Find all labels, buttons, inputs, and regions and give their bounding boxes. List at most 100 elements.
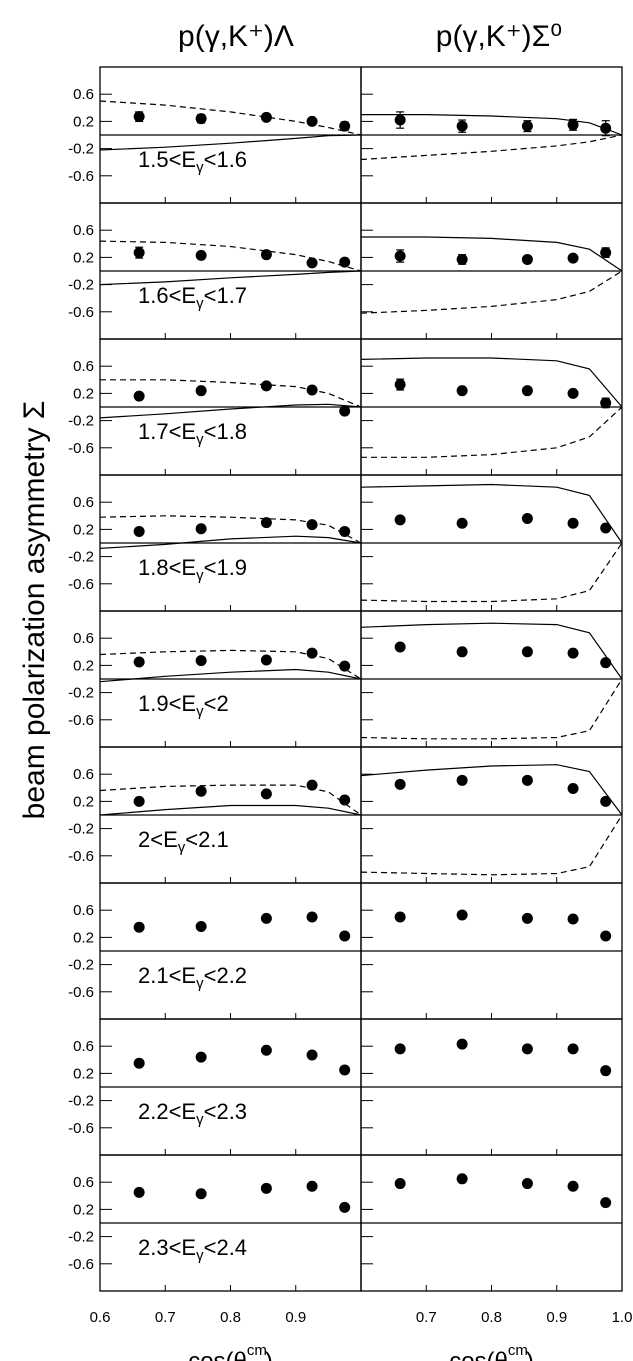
x-tick-label: 0.8: [220, 1309, 241, 1326]
data-point-lambda: [133, 656, 145, 668]
model-curve-solid: [361, 114, 623, 136]
data-point-sigma: [521, 385, 533, 397]
data-point-lambda: [339, 930, 351, 942]
data-point-sigma: [456, 909, 468, 921]
data-point-lambda: [306, 779, 318, 791]
y-tick-label: 0.6: [73, 358, 94, 375]
y-tick-label: -0.2: [68, 957, 94, 974]
data-point-lambda: [306, 384, 318, 396]
data-point-lambda: [260, 1182, 272, 1194]
data-point-lambda: [260, 380, 272, 392]
data-point-lambda: [339, 794, 351, 806]
data-point-lambda: [260, 788, 272, 800]
data-point-sigma: [600, 122, 612, 134]
y-tick-label: -0.2: [68, 685, 94, 702]
panel-row-7: 0.6 0.2 -0.2 -0.6 2.1<Eγ<2.2: [68, 882, 623, 1020]
data-point-sigma: [600, 247, 612, 259]
data-point-lambda: [133, 1186, 145, 1198]
data-point-lambda: [306, 257, 318, 269]
x-tick-label: 0.9: [285, 1309, 306, 1326]
data-point-sigma: [567, 252, 579, 264]
column-title-sigma: p(γ,K⁺)Σ⁰: [436, 20, 562, 53]
x-tick-label: 0.9: [546, 1309, 567, 1326]
data-point-sigma: [600, 1065, 612, 1077]
data-point-sigma: [600, 930, 612, 942]
data-point-sigma: [394, 514, 406, 526]
data-point-sigma: [600, 795, 612, 807]
data-point-lambda: [133, 247, 145, 259]
model-curve-solid: [360, 357, 623, 408]
panel-row-5: 0.6 0.2 -0.2 -0.6 1.9<Eγ<2: [68, 610, 623, 748]
data-point-sigma: [456, 120, 468, 132]
y-tick-label: -0.6: [68, 304, 94, 321]
data-point-lambda: [195, 921, 207, 933]
data-point-sigma: [567, 647, 579, 659]
y-tick-label: 0.6: [73, 494, 94, 511]
y-tick-label: 0.6: [73, 222, 94, 239]
data-point-sigma: [456, 253, 468, 265]
data-point-sigma: [521, 1178, 533, 1190]
data-point-lambda: [133, 795, 145, 807]
model-curve-solid: [99, 403, 362, 419]
data-point-lambda: [195, 113, 207, 125]
data-point-lambda: [260, 517, 272, 529]
panel-row-3: 0.6 0.2 -0.2 -0.6 1.7<Eγ<1.8: [68, 338, 623, 476]
data-point-sigma: [521, 513, 533, 525]
x-axis-label: cos(θcmK⁺): [188, 1342, 273, 1361]
model-curve-dashed: [99, 784, 362, 816]
panel-row-2: 0.6 0.2 -0.2 -0.6 1.6<Eγ<1.7: [68, 202, 623, 340]
model-curve-solid: [99, 134, 362, 151]
data-point-sigma: [567, 913, 579, 925]
y-tick-label: -0.2: [68, 413, 94, 430]
energy-bin-label: 1.7<Eγ<1.8: [138, 419, 247, 448]
model-curve-dashed: [360, 678, 623, 740]
data-point-lambda: [339, 120, 351, 132]
column-title-lambda: p(γ,K⁺)Λ: [178, 20, 294, 53]
data-point-sigma: [456, 385, 468, 397]
model-curve-solid: [360, 483, 623, 544]
energy-bin-label: 2.3<Eγ<2.4: [138, 1235, 247, 1264]
y-tick-label: -0.6: [68, 1256, 94, 1273]
data-point-lambda: [195, 523, 207, 535]
data-point-lambda: [339, 1064, 351, 1076]
energy-bin-label: 1.5<Eγ<1.6: [138, 147, 247, 176]
y-tick-label: 0.6: [73, 766, 94, 783]
energy-bin-label: 1.6<Eγ<1.7: [138, 283, 247, 312]
y-tick-label: 0.2: [73, 521, 94, 538]
model-curve-dashed: [360, 542, 623, 603]
y-tick-label: 0.6: [73, 630, 94, 647]
data-point-sigma: [394, 379, 406, 391]
data-point-sigma: [394, 1178, 406, 1190]
data-point-sigma: [567, 1180, 579, 1192]
y-tick-label: -0.6: [68, 576, 94, 593]
model-curve-dashed: [99, 649, 362, 680]
data-point-sigma: [521, 912, 533, 924]
x-tick-label: 0.6: [90, 1309, 111, 1326]
model-curve-dashed: [361, 406, 623, 458]
data-point-sigma: [600, 522, 612, 534]
y-tick-label: -0.6: [68, 440, 94, 457]
data-point-lambda: [306, 911, 318, 923]
data-point-sigma: [600, 657, 612, 669]
y-tick-label: -0.2: [68, 141, 94, 158]
data-point-lambda: [306, 647, 318, 659]
data-point-sigma: [567, 119, 579, 131]
model-curve-solid: [99, 804, 362, 816]
data-point-sigma: [521, 646, 533, 658]
y-tick-label: -0.2: [68, 1093, 94, 1110]
y-tick-label: 0.2: [73, 1201, 94, 1218]
model-curve-solid: [361, 236, 623, 272]
energy-bin-label: 1.8<Eγ<1.9: [138, 555, 247, 584]
model-curve-solid: [99, 668, 362, 683]
data-point-lambda: [133, 921, 145, 933]
data-point-lambda: [260, 111, 272, 123]
data-point-lambda: [339, 256, 351, 268]
y-tick-label: -0.6: [68, 712, 94, 729]
x-axis-label: cos(θcmK⁺): [449, 1342, 534, 1361]
data-point-sigma: [394, 778, 406, 790]
data-point-sigma: [521, 1043, 533, 1055]
data-point-lambda: [195, 785, 207, 797]
data-point-lambda: [306, 1049, 318, 1061]
panel-row-8: 0.6 0.2 -0.2 -0.6 2.2<Eγ<2.3: [68, 1018, 623, 1156]
data-point-sigma: [567, 1043, 579, 1055]
